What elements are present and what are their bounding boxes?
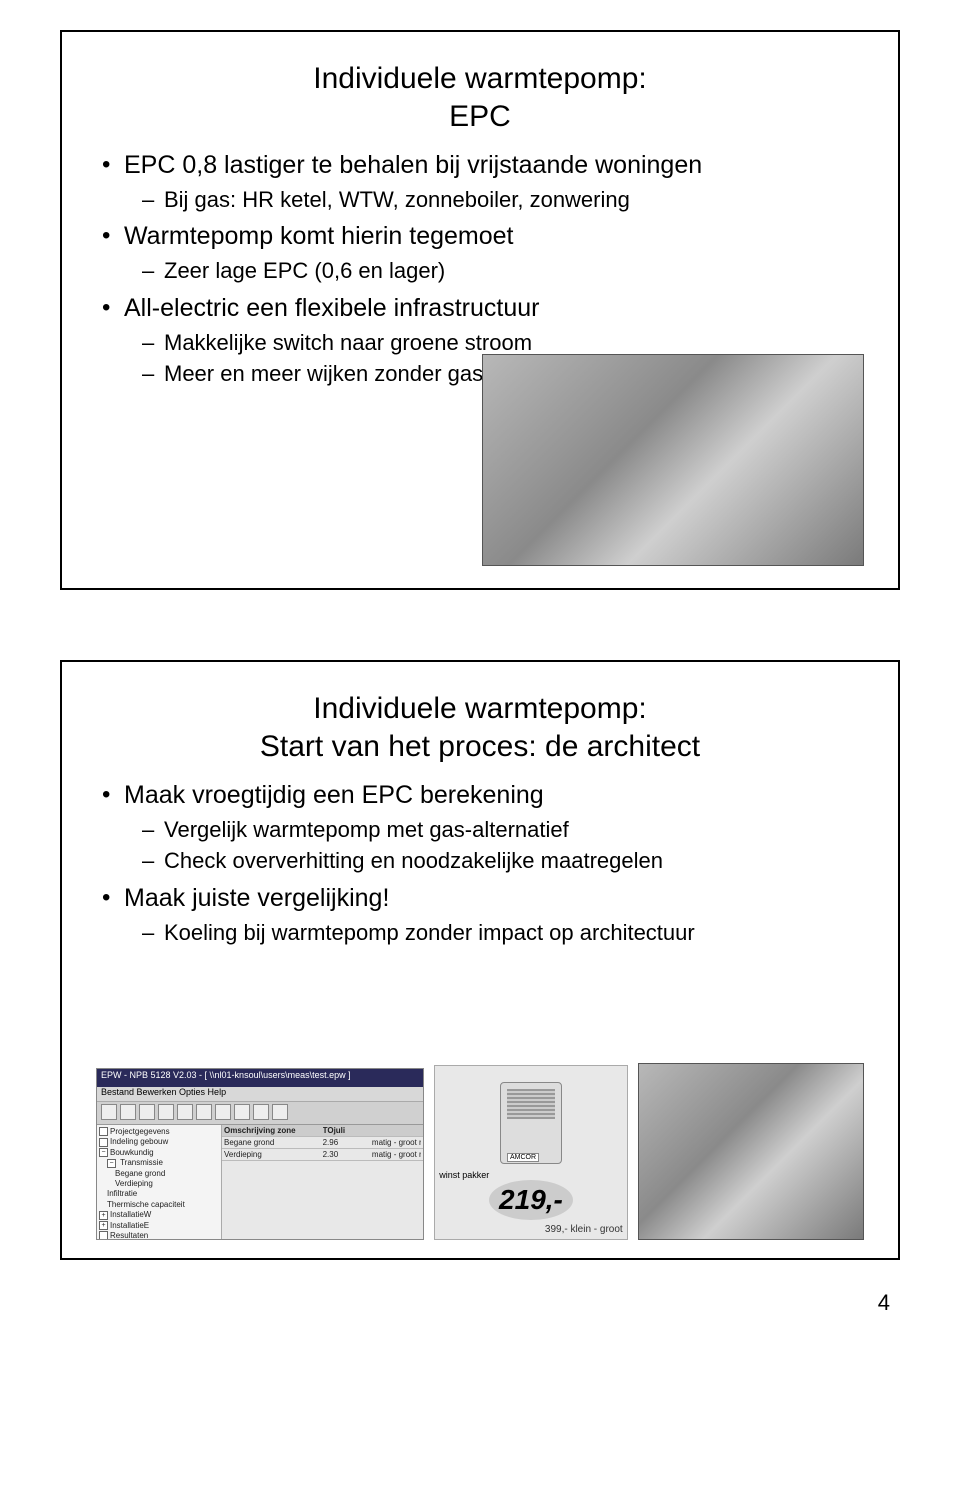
page: Individuele warmtepomp: EPC EPC 0,8 last… — [0, 0, 960, 1336]
ac-unit-icon: AMCOR — [500, 1082, 562, 1164]
software-toolbar — [97, 1102, 423, 1125]
grid-header: Omschrijving zone TOjuli — [222, 1125, 423, 1137]
toolbar-icon — [120, 1104, 136, 1120]
tree-item: −Bouwkundig — [99, 1148, 219, 1158]
slide2-sub-0: Vergelijk warmtepomp met gas-alternatief… — [124, 815, 864, 876]
toolbar-icon — [139, 1104, 155, 1120]
bullet-text: All-electric een flexibele infrastructuu… — [124, 294, 539, 322]
tree-label: Projectgegevens — [110, 1127, 170, 1136]
toolbar-icon — [101, 1104, 117, 1120]
sub-item: Check oververhitting en noodzakelijke ma… — [124, 846, 864, 876]
tree-item: Resultaten — [99, 1231, 219, 1240]
slide-2: Individuele warmtepomp: Start van het pr… — [60, 660, 900, 1260]
tree-label: Indeling gebouw — [110, 1137, 168, 1146]
slide2-sub-1: Koeling bij warmtepomp zonder impact op … — [124, 918, 864, 948]
slide1-title: Individuele warmtepomp: EPC — [96, 60, 864, 135]
sub-item: Koeling bij warmtepomp zonder impact op … — [124, 918, 864, 948]
grid-cell: matig - groot risico — [372, 1150, 421, 1159]
ad-clipping: AMCOR winst pakker 219,- 399,- klein - g… — [434, 1065, 628, 1240]
tree-item: +InstallatieW — [99, 1210, 219, 1220]
sub-item: Bij gas: HR ketel, WTW, zonneboiler, zon… — [124, 185, 864, 215]
ad-price-small: 399,- klein - groot — [545, 1224, 623, 1235]
slide2-bullet-0: Maak vroegtijdig een EPC berekening Verg… — [96, 779, 864, 876]
tree-label: InstallatieW — [110, 1210, 151, 1219]
ad-brand: AMCOR — [507, 1153, 539, 1162]
grid-cell: Begane grond — [224, 1138, 323, 1147]
grid-col: TOjuli — [323, 1126, 372, 1135]
toolbar-icon — [215, 1104, 231, 1120]
tree-icon — [99, 1127, 108, 1136]
tree-label: InstallatieE — [110, 1221, 149, 1230]
grid-row: Begane grond 2.96 matig - groot risico — [222, 1137, 423, 1149]
tree-label: Begane grond — [115, 1169, 165, 1178]
bullet-text: Maak vroegtijdig een EPC berekening — [124, 781, 544, 809]
toolbar-icon — [272, 1104, 288, 1120]
grid-col: Omschrijving zone — [224, 1126, 323, 1135]
grid-cell: 2.96 — [323, 1138, 372, 1147]
toolbar-icon — [234, 1104, 250, 1120]
slide1-sub-0: Bij gas: HR ketel, WTW, zonneboiler, zon… — [124, 185, 864, 215]
software-menubar: Bestand Bewerken Opties Help — [97, 1087, 423, 1102]
tree-icon — [99, 1138, 108, 1147]
slide1-title-line2: EPC — [449, 100, 511, 133]
tree-label: Verdieping — [115, 1179, 153, 1188]
software-tree: Projectgegevens Indeling gebouw −Bouwkun… — [97, 1125, 222, 1240]
tree-label: Bouwkundig — [110, 1148, 154, 1157]
software-titlebar: EPW - NPB 5128 V2.03 - [ \\nl01-knsoul\u… — [97, 1069, 423, 1087]
tree-item: Indeling gebouw — [99, 1137, 219, 1147]
tree-label: Infiltratie — [107, 1189, 137, 1198]
slide1-title-line1: Individuele warmtepomp: — [313, 62, 647, 95]
tree-icon: + — [99, 1211, 108, 1220]
grid-col — [372, 1126, 421, 1135]
sub-item: Vergelijk warmtepomp met gas-alternatief — [124, 815, 864, 845]
tree-item: Thermische capaciteit — [99, 1200, 219, 1210]
page-number: 4 — [60, 1290, 900, 1316]
tree-item: Projectgegevens — [99, 1127, 219, 1137]
slide1-bullet-1: Warmtepomp komt hierin tegemoet Zeer lag… — [96, 220, 864, 285]
tree-icon: − — [107, 1159, 116, 1168]
tree-item: +InstallatieE — [99, 1221, 219, 1231]
slide2-list: Maak vroegtijdig een EPC berekening Verg… — [96, 779, 864, 948]
toolbar-icon — [196, 1104, 212, 1120]
tree-label: Transmissie — [118, 1158, 163, 1167]
grid-cell: Verdieping — [224, 1150, 323, 1159]
tree-item: Infiltratie — [99, 1189, 219, 1199]
slide2-title: Individuele warmtepomp: Start van het pr… — [96, 690, 864, 765]
toolbar-icon — [177, 1104, 193, 1120]
bullet-text: EPC 0,8 lastiger te behalen bij vrijstaa… — [124, 151, 702, 179]
bullet-text: Warmtepomp komt hierin tegemoet — [124, 222, 514, 250]
ad-price: 219,- — [489, 1180, 573, 1220]
slide1-list: EPC 0,8 lastiger te behalen bij vrijstaa… — [96, 149, 864, 389]
tree-label: Thermische capaciteit — [107, 1200, 185, 1209]
tree-item: − Transmissie — [99, 1158, 219, 1168]
tree-icon: − — [99, 1148, 108, 1157]
software-body: Projectgegevens Indeling gebouw −Bouwkun… — [97, 1125, 423, 1240]
ad-label: winst pakker — [439, 1170, 489, 1180]
outdoor-unit-photo — [638, 1063, 864, 1240]
tree-icon: + — [99, 1221, 108, 1230]
toolbar-icon — [253, 1104, 269, 1120]
software-screenshot: EPW - NPB 5128 V2.03 - [ \\nl01-knsoul\u… — [96, 1068, 424, 1240]
slide1-bullet-0: EPC 0,8 lastiger te behalen bij vrijstaa… — [96, 149, 864, 214]
sub-item: Makkelijke switch naar groene stroom — [124, 328, 864, 358]
tree-icon — [99, 1231, 108, 1240]
grid-cell: matig - groot risico — [372, 1138, 421, 1147]
slide2-bullet-1: Maak juiste vergelijking! Koeling bij wa… — [96, 882, 864, 947]
slide2-title-line2: Start van het proces: de architect — [260, 730, 700, 763]
tree-label: Resultaten — [110, 1231, 148, 1240]
slide-1: Individuele warmtepomp: EPC EPC 0,8 last… — [60, 30, 900, 590]
slide1-image — [482, 354, 864, 566]
tree-item: Verdieping — [99, 1179, 219, 1189]
slide2-bottom-row: EPW - NPB 5128 V2.03 - [ \\nl01-knsoul\u… — [96, 1060, 864, 1240]
bullet-text: Maak juiste vergelijking! — [124, 884, 389, 912]
slide2-title-line1: Individuele warmtepomp: — [313, 692, 647, 725]
toolbar-icon — [158, 1104, 174, 1120]
tree-item: Begane grond — [99, 1169, 219, 1179]
sub-item: Zeer lage EPC (0,6 en lager) — [124, 256, 864, 286]
slide1-sub-1: Zeer lage EPC (0,6 en lager) — [124, 256, 864, 286]
grid-row: Verdieping 2.30 matig - groot risico — [222, 1149, 423, 1161]
grid-cell: 2.30 — [323, 1150, 372, 1159]
software-grid: Omschrijving zone TOjuli Begane grond 2.… — [222, 1125, 423, 1240]
